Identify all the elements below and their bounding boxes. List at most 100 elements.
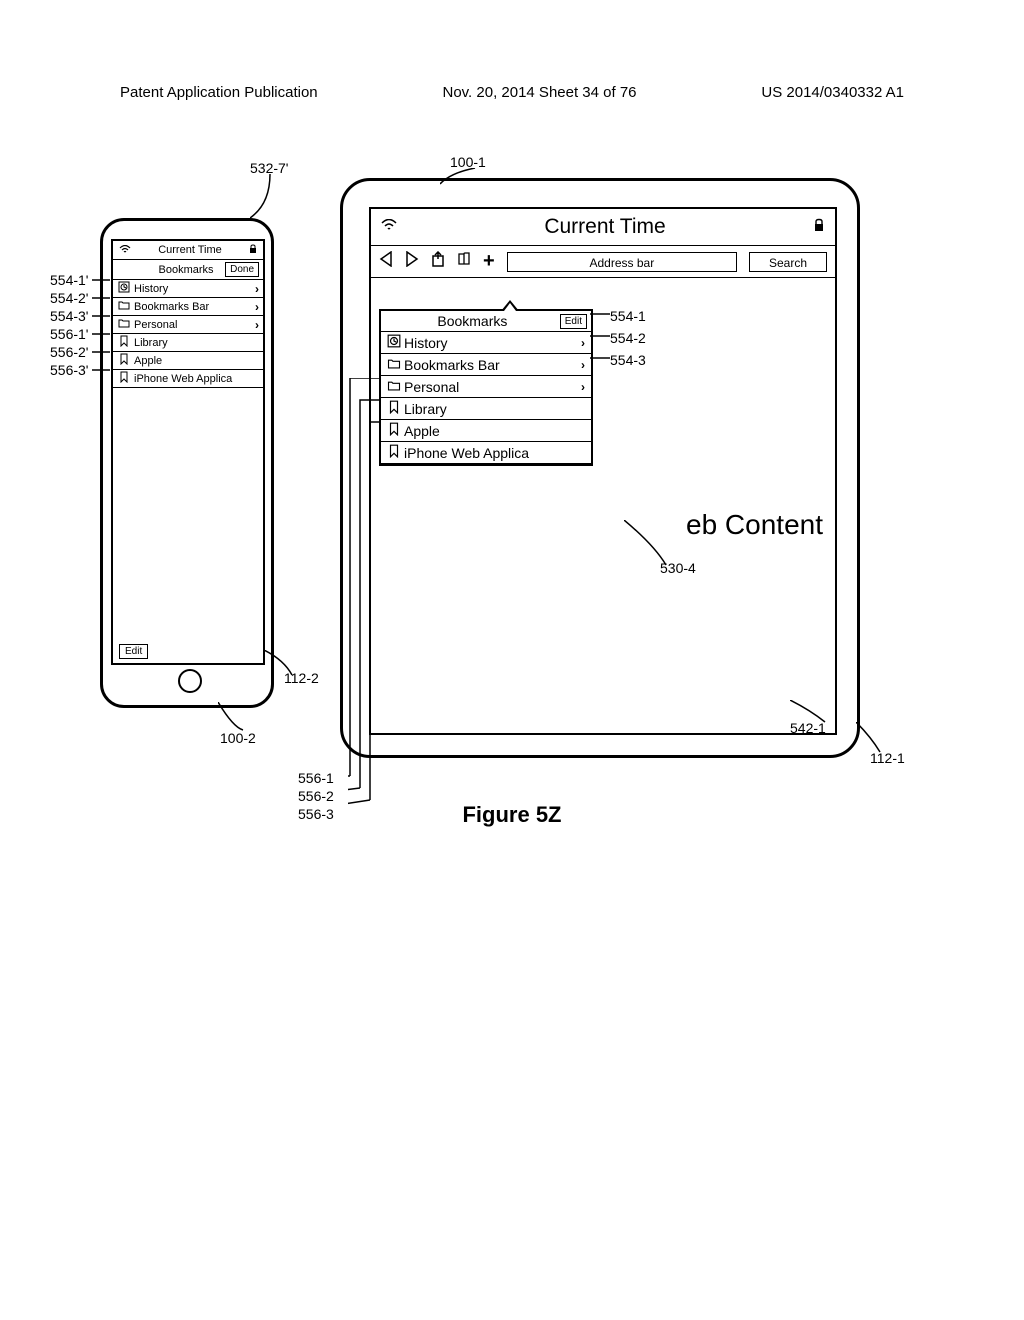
bm-label: Apple bbox=[134, 355, 259, 367]
forward-button[interactable] bbox=[405, 251, 419, 272]
bm-label: iPhone Web Applica bbox=[134, 373, 259, 385]
ref-line bbox=[440, 168, 480, 188]
ref-554-3: 554-3 bbox=[610, 352, 646, 368]
chevron-right-icon: › bbox=[255, 300, 259, 314]
phone-status-bar: Current Time bbox=[113, 241, 263, 260]
address-bar[interactable]: Address bar bbox=[507, 252, 737, 272]
device-tablet: Current Time + Address bar Search Bookma… bbox=[340, 178, 860, 758]
chevron-right-icon: › bbox=[255, 282, 259, 296]
ref-100-2: 100-2 bbox=[220, 730, 256, 746]
bookmarks-icon[interactable] bbox=[457, 252, 471, 271]
ref-lines-tablet-554 bbox=[590, 310, 612, 370]
folder-icon bbox=[387, 358, 401, 372]
ref-line bbox=[264, 650, 294, 680]
bm-label: Library bbox=[134, 337, 259, 349]
phone-bm-bookmarks-bar[interactable]: Bookmarks Bar › bbox=[113, 298, 263, 316]
ref-line bbox=[624, 520, 674, 570]
phone-screen: Current Time Bookmarks Done History › B bbox=[111, 239, 265, 665]
wifi-icon bbox=[119, 243, 131, 257]
bookmark-icon bbox=[387, 422, 401, 439]
history-icon bbox=[387, 334, 401, 351]
chevron-right-icon: › bbox=[255, 318, 259, 332]
ref-line bbox=[856, 722, 886, 756]
bm-label: History bbox=[404, 335, 578, 351]
lock-icon bbox=[249, 244, 257, 257]
chevron-right-icon: › bbox=[581, 380, 585, 394]
ref-554-2: 554-2 bbox=[610, 330, 646, 346]
phone-done-button[interactable]: Done bbox=[225, 262, 259, 277]
tablet-status-time: Current Time bbox=[544, 215, 665, 239]
bm-label: Personal bbox=[404, 379, 578, 395]
folder-icon bbox=[117, 318, 131, 331]
action-icon[interactable] bbox=[431, 251, 445, 272]
popover-tail bbox=[501, 300, 519, 311]
phone-bm-iphone-web[interactable]: iPhone Web Applica bbox=[113, 370, 263, 388]
figure-area: Current Time Bookmarks Done History › B bbox=[100, 160, 924, 840]
back-button[interactable] bbox=[379, 251, 393, 272]
bm-label: History bbox=[134, 283, 252, 295]
ref-554-1: 554-1 bbox=[610, 308, 646, 324]
ref-line bbox=[218, 702, 248, 732]
tablet-bm-apple[interactable]: Apple bbox=[381, 420, 591, 442]
search-bar[interactable]: Search bbox=[749, 252, 827, 272]
tablet-bookmarks-popover: Bookmarks Edit History › Bookmarks Bar › bbox=[379, 309, 593, 466]
bookmark-icon bbox=[117, 335, 131, 350]
figure-caption: Figure 5Z bbox=[100, 802, 924, 828]
bookmark-icon bbox=[387, 400, 401, 417]
bookmark-icon bbox=[117, 353, 131, 368]
folder-icon bbox=[117, 300, 131, 313]
phone-bookmarks-header: Bookmarks Done bbox=[113, 260, 263, 280]
tablet-bm-iphone-web[interactable]: iPhone Web Applica bbox=[381, 442, 591, 464]
bm-label: Bookmarks Bar bbox=[134, 301, 252, 313]
phone-bm-apple[interactable]: Apple bbox=[113, 352, 263, 370]
bm-label: Apple bbox=[404, 423, 585, 439]
ref-lines-tablet-556 bbox=[348, 378, 388, 808]
add-button[interactable]: + bbox=[483, 250, 495, 273]
ref-554-1p: 554-1' bbox=[50, 272, 88, 288]
chevron-right-icon: › bbox=[581, 336, 585, 350]
page-header: Patent Application Publication Nov. 20, … bbox=[0, 84, 1024, 101]
header-center: Nov. 20, 2014 Sheet 34 of 76 bbox=[442, 84, 636, 101]
ref-lines-phone bbox=[92, 278, 112, 388]
bookmark-icon bbox=[117, 371, 131, 386]
bm-label: Library bbox=[404, 401, 585, 417]
tablet-bm-history[interactable]: History › bbox=[381, 332, 591, 354]
web-content-hint: eb Content bbox=[686, 509, 823, 541]
ref-556-1p: 556-1' bbox=[50, 326, 88, 342]
tablet-edit-button[interactable]: Edit bbox=[560, 314, 587, 329]
bm-label: Bookmarks Bar bbox=[404, 357, 578, 373]
phone-bm-library[interactable]: Library bbox=[113, 334, 263, 352]
device-phone: Current Time Bookmarks Done History › B bbox=[100, 218, 274, 708]
header-left: Patent Application Publication bbox=[120, 84, 318, 101]
bm-label: Personal bbox=[134, 319, 252, 331]
ref-line bbox=[790, 700, 830, 724]
phone-bookmarks-title: Bookmarks bbox=[147, 264, 225, 276]
tablet-status-bar: Current Time bbox=[371, 209, 835, 246]
ref-line bbox=[250, 174, 290, 224]
tablet-bookmarks-header: Bookmarks Edit bbox=[381, 311, 591, 332]
history-icon bbox=[117, 281, 131, 296]
ref-554-2p: 554-2' bbox=[50, 290, 88, 306]
phone-home-button[interactable] bbox=[178, 669, 202, 693]
phone-bookmark-list: History › Bookmarks Bar › Personal › Lib… bbox=[113, 280, 263, 388]
ref-556-2p: 556-2' bbox=[50, 344, 88, 360]
chevron-right-icon: › bbox=[581, 358, 585, 372]
phone-bm-history[interactable]: History › bbox=[113, 280, 263, 298]
ref-556-1: 556-1 bbox=[298, 770, 334, 786]
ref-554-3p: 554-3' bbox=[50, 308, 88, 324]
phone-status-time: Current Time bbox=[158, 244, 222, 256]
header-right: US 2014/0340332 A1 bbox=[761, 84, 904, 101]
tablet-screen: Current Time + Address bar Search Bookma… bbox=[369, 207, 837, 735]
tablet-bookmarks-title: Bookmarks bbox=[385, 313, 560, 329]
tablet-bm-personal[interactable]: Personal › bbox=[381, 376, 591, 398]
phone-edit-button[interactable]: Edit bbox=[119, 644, 148, 659]
ref-556-3p: 556-3' bbox=[50, 362, 88, 378]
folder-icon bbox=[387, 380, 401, 394]
tablet-bm-bookmarks-bar[interactable]: Bookmarks Bar › bbox=[381, 354, 591, 376]
bm-label: iPhone Web Applica bbox=[404, 445, 585, 461]
tablet-bookmark-list: History › Bookmarks Bar › Personal › bbox=[381, 332, 591, 464]
phone-bm-personal[interactable]: Personal › bbox=[113, 316, 263, 334]
lock-icon bbox=[813, 218, 825, 237]
bookmark-icon bbox=[387, 444, 401, 461]
tablet-bm-library[interactable]: Library bbox=[381, 398, 591, 420]
